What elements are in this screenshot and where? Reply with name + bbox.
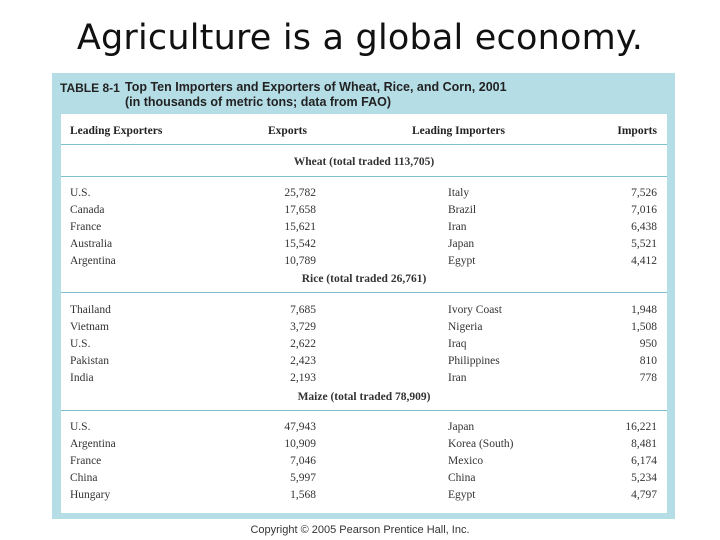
rice-imports: 1,948 [631, 304, 657, 316]
section-title-maize: Maize (total traded 78,909) [297, 391, 431, 403]
maize-exports: 47,943 [284, 421, 316, 433]
wheat-importer: Iran [448, 221, 467, 233]
rice-importer: Ivory Coast [448, 304, 502, 316]
table-caption-line-1: Top Ten Importers and Exporters of Wheat… [125, 80, 507, 94]
section-rule-maize [61, 410, 667, 411]
wheat-exports: 10,789 [284, 255, 316, 267]
maize-importer: Korea (South) [448, 438, 514, 450]
rice-exports: 7,685 [290, 304, 316, 316]
rice-exporter: Vietnam [70, 321, 109, 333]
rice-exporter: Thailand [70, 304, 111, 316]
column-header-leading-importers: Leading Importers [412, 125, 505, 137]
rice-imports: 1,508 [631, 321, 657, 333]
maize-exporter: Argentina [70, 438, 116, 450]
maize-exporter: U.S. [70, 421, 91, 433]
rice-importer: Iran [448, 372, 467, 384]
rice-exports: 2,622 [290, 338, 316, 350]
maize-importer: Japan [448, 421, 475, 433]
wheat-imports: 5,521 [631, 238, 657, 250]
slide-title: Agriculture is a global economy. [76, 18, 644, 58]
rice-imports: 950 [639, 338, 657, 350]
rice-imports: 810 [639, 355, 657, 367]
column-header-leading-exporters: Leading Exporters [70, 125, 163, 137]
rice-imports: 778 [639, 372, 657, 384]
wheat-imports: 7,016 [631, 204, 657, 216]
header-rule [61, 144, 667, 145]
section-title-rice: Rice (total traded 26,761) [301, 273, 427, 285]
table-caption-line-2: (in thousands of metric tons; data from … [125, 95, 391, 109]
column-header-exports: Exports [268, 125, 307, 137]
maize-imports: 4,797 [631, 489, 657, 501]
maize-exporter: Hungary [70, 489, 111, 501]
data-table: Leading Exporters Exports Leading Import… [61, 114, 667, 513]
wheat-exporter: Canada [70, 204, 105, 216]
wheat-imports: 6,438 [631, 221, 657, 233]
maize-exports: 10,909 [284, 438, 316, 450]
maize-exporter: China [70, 472, 98, 484]
rice-importer: Iraq [448, 338, 467, 350]
wheat-exporter: France [70, 221, 102, 233]
wheat-importer: Egypt [448, 255, 476, 267]
maize-exports: 1,568 [290, 489, 316, 501]
table-label: TABLE 8-1 [60, 81, 120, 95]
maize-exports: 7,046 [290, 455, 316, 467]
copyright-notice: Copyright © 2005 Pearson Prentice Hall, … [250, 524, 470, 536]
maize-imports: 16,221 [625, 421, 657, 433]
maize-imports: 8,481 [631, 438, 657, 450]
wheat-imports: 7,526 [631, 187, 657, 199]
wheat-exports: 15,542 [284, 238, 316, 250]
maize-importer: China [448, 472, 476, 484]
maize-importer: Egypt [448, 489, 476, 501]
wheat-importer: Italy [448, 187, 470, 199]
maize-exports: 5,997 [290, 472, 316, 484]
table-panel: TABLE 8-1 Top Ten Importers and Exporter… [52, 73, 675, 519]
wheat-importer: Brazil [448, 204, 477, 216]
section-title-wheat: Wheat (total traded 113,705) [293, 156, 435, 168]
maize-imports: 5,234 [631, 472, 657, 484]
rice-exporter: U.S. [70, 338, 91, 350]
wheat-exporter: U.S. [70, 187, 91, 199]
wheat-exports: 15,621 [284, 221, 316, 233]
wheat-exporter: Argentina [70, 255, 116, 267]
rice-exports: 2,423 [290, 355, 316, 367]
wheat-exports: 17,658 [284, 204, 316, 216]
wheat-exporter: Australia [70, 238, 113, 250]
rice-importer: Nigeria [448, 321, 483, 333]
wheat-importer: Japan [448, 238, 475, 250]
wheat-exports: 25,782 [284, 187, 316, 199]
rice-exporter: India [70, 372, 94, 384]
section-rule-rice [61, 292, 667, 293]
maize-exporter: France [70, 455, 102, 467]
column-header-imports: Imports [617, 125, 657, 137]
rice-importer: Philippines [448, 355, 500, 367]
maize-importer: Mexico [448, 455, 484, 467]
rice-exports: 3,729 [290, 321, 316, 333]
section-rule-wheat [61, 176, 667, 177]
rice-exporter: Pakistan [70, 355, 109, 367]
rice-exports: 2,193 [290, 372, 316, 384]
table-caption: Top Ten Importers and Exporters of Wheat… [125, 80, 655, 110]
maize-imports: 6,174 [631, 455, 657, 467]
wheat-imports: 4,412 [631, 255, 657, 267]
